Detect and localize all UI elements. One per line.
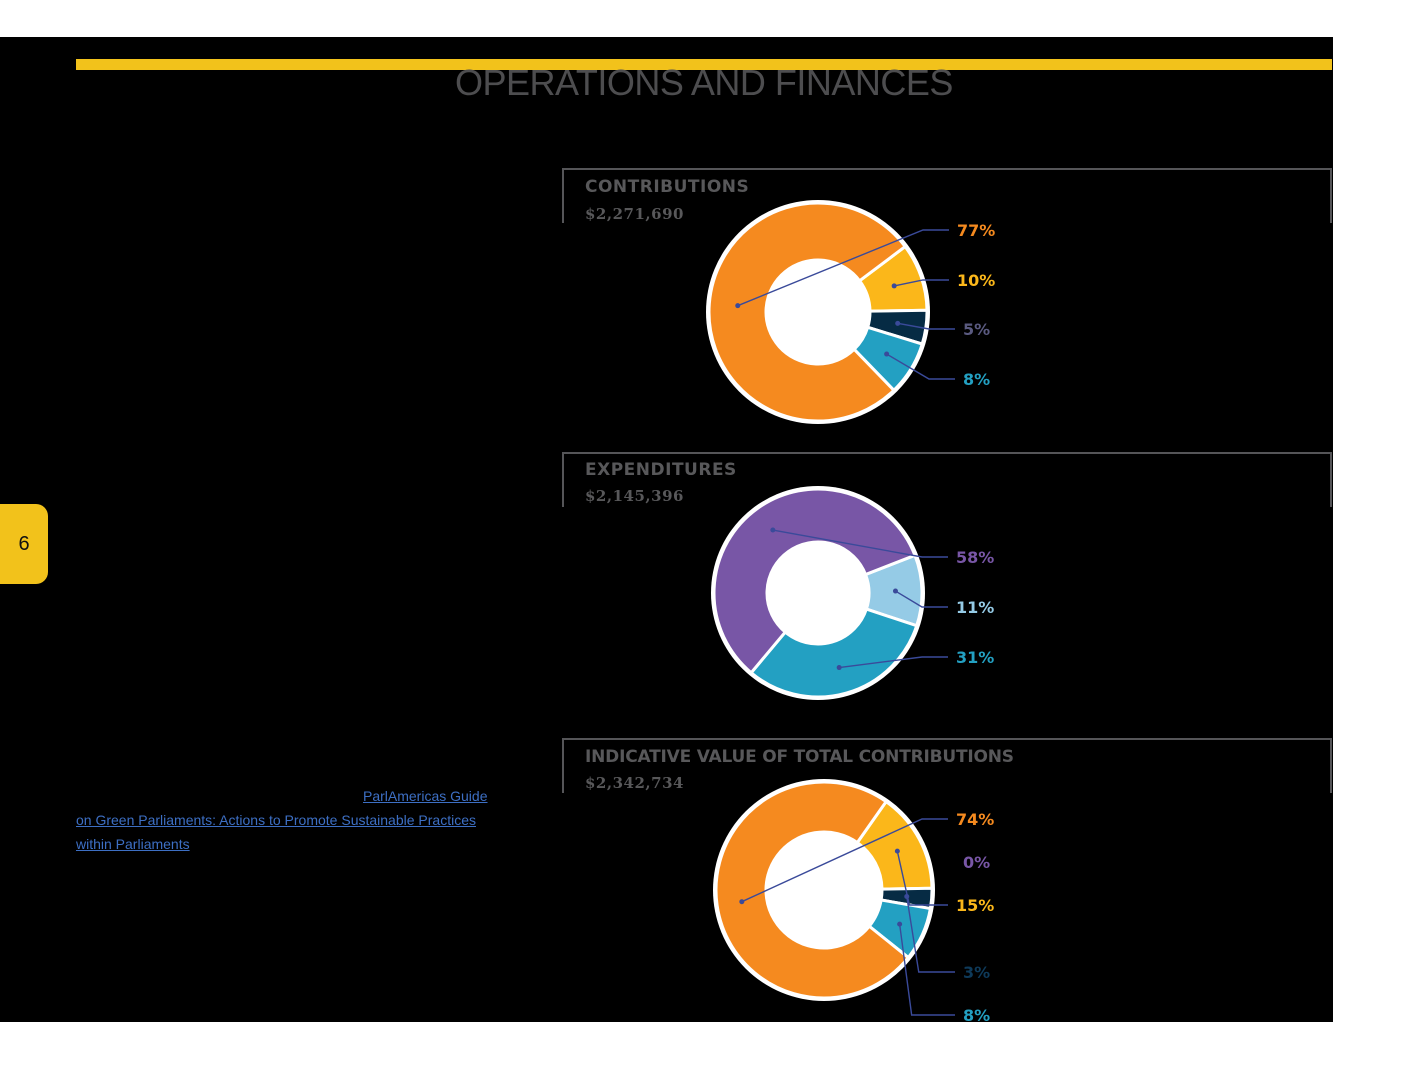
guide-link-block: ParlAmericas Guide on Green Parliaments:… bbox=[76, 784, 516, 856]
contributions-title: CONTRIBUTIONS bbox=[585, 177, 750, 197]
donut-2-leader-0 bbox=[741, 818, 948, 903]
page-number-tab: 6 bbox=[0, 504, 48, 584]
indicative-panel-frame bbox=[562, 738, 1332, 793]
donut-1-slice-2 bbox=[749, 607, 919, 699]
donut-1-label-2: 31% bbox=[956, 648, 994, 667]
donut-0-label-3: 8% bbox=[963, 370, 990, 389]
donut-2-label-0: 74% bbox=[956, 810, 994, 829]
donut-1-hole bbox=[768, 543, 868, 643]
donut-2-label-1: 0% bbox=[963, 853, 990, 872]
donut-1-leader-1 bbox=[895, 590, 948, 608]
guide-link-line-2[interactable]: on Green Parliaments: Actions to Promote… bbox=[76, 812, 476, 828]
donut-1-slice-0 bbox=[712, 487, 917, 675]
indicative-title: INDICATIVE VALUE OF TOTAL CONTRIBUTIONS bbox=[585, 747, 1014, 767]
donut-1-leader-2 bbox=[839, 656, 948, 669]
donut-0-leader-1 bbox=[894, 279, 949, 287]
contributions-amount: $2,271,690 bbox=[585, 205, 684, 223]
donut-2-leader-2 bbox=[896, 851, 948, 906]
page-title: OPERATIONS AND FINANCES bbox=[455, 62, 953, 103]
page-number: 6 bbox=[18, 532, 30, 555]
donut-2-label-4: 8% bbox=[963, 1006, 990, 1025]
donut-0-leader-2 bbox=[897, 322, 955, 330]
donut-1-leader-0 bbox=[772, 529, 948, 558]
donut-2-slice-0 bbox=[714, 780, 911, 1000]
contributions-panel-frame bbox=[562, 168, 1332, 223]
donut-0-leader-3 bbox=[886, 353, 955, 380]
page-background bbox=[0, 37, 1333, 1022]
donut-0-leader-0 bbox=[737, 229, 949, 307]
donut-0-label-1: 10% bbox=[957, 271, 995, 290]
donut-2-leader-3 bbox=[906, 896, 955, 973]
donut-0-label-0: 77% bbox=[957, 221, 995, 240]
guide-link-line-3[interactable]: within Parliaments bbox=[76, 836, 190, 852]
donut-1-label-0: 58% bbox=[956, 548, 994, 567]
expenditures-panel-frame bbox=[562, 452, 1332, 507]
top-accent-rule bbox=[76, 59, 1332, 70]
donut-0-label-2: 5% bbox=[963, 320, 990, 339]
donut-0-hole bbox=[767, 261, 869, 363]
donut-2-leader-4 bbox=[898, 924, 955, 1016]
donut-2-label-2: 15% bbox=[956, 896, 994, 915]
donut-1-label-1: 11% bbox=[956, 598, 994, 617]
donut-2-label-3: 3% bbox=[963, 963, 990, 982]
indicative-amount: $2,342,734 bbox=[585, 774, 684, 792]
guide-link-line-1[interactable]: ParlAmericas Guide bbox=[363, 788, 488, 804]
expenditures-title: EXPENDITURES bbox=[585, 460, 737, 480]
donut-2-hole bbox=[767, 833, 881, 947]
expenditures-amount: $2,145,396 bbox=[585, 487, 684, 505]
